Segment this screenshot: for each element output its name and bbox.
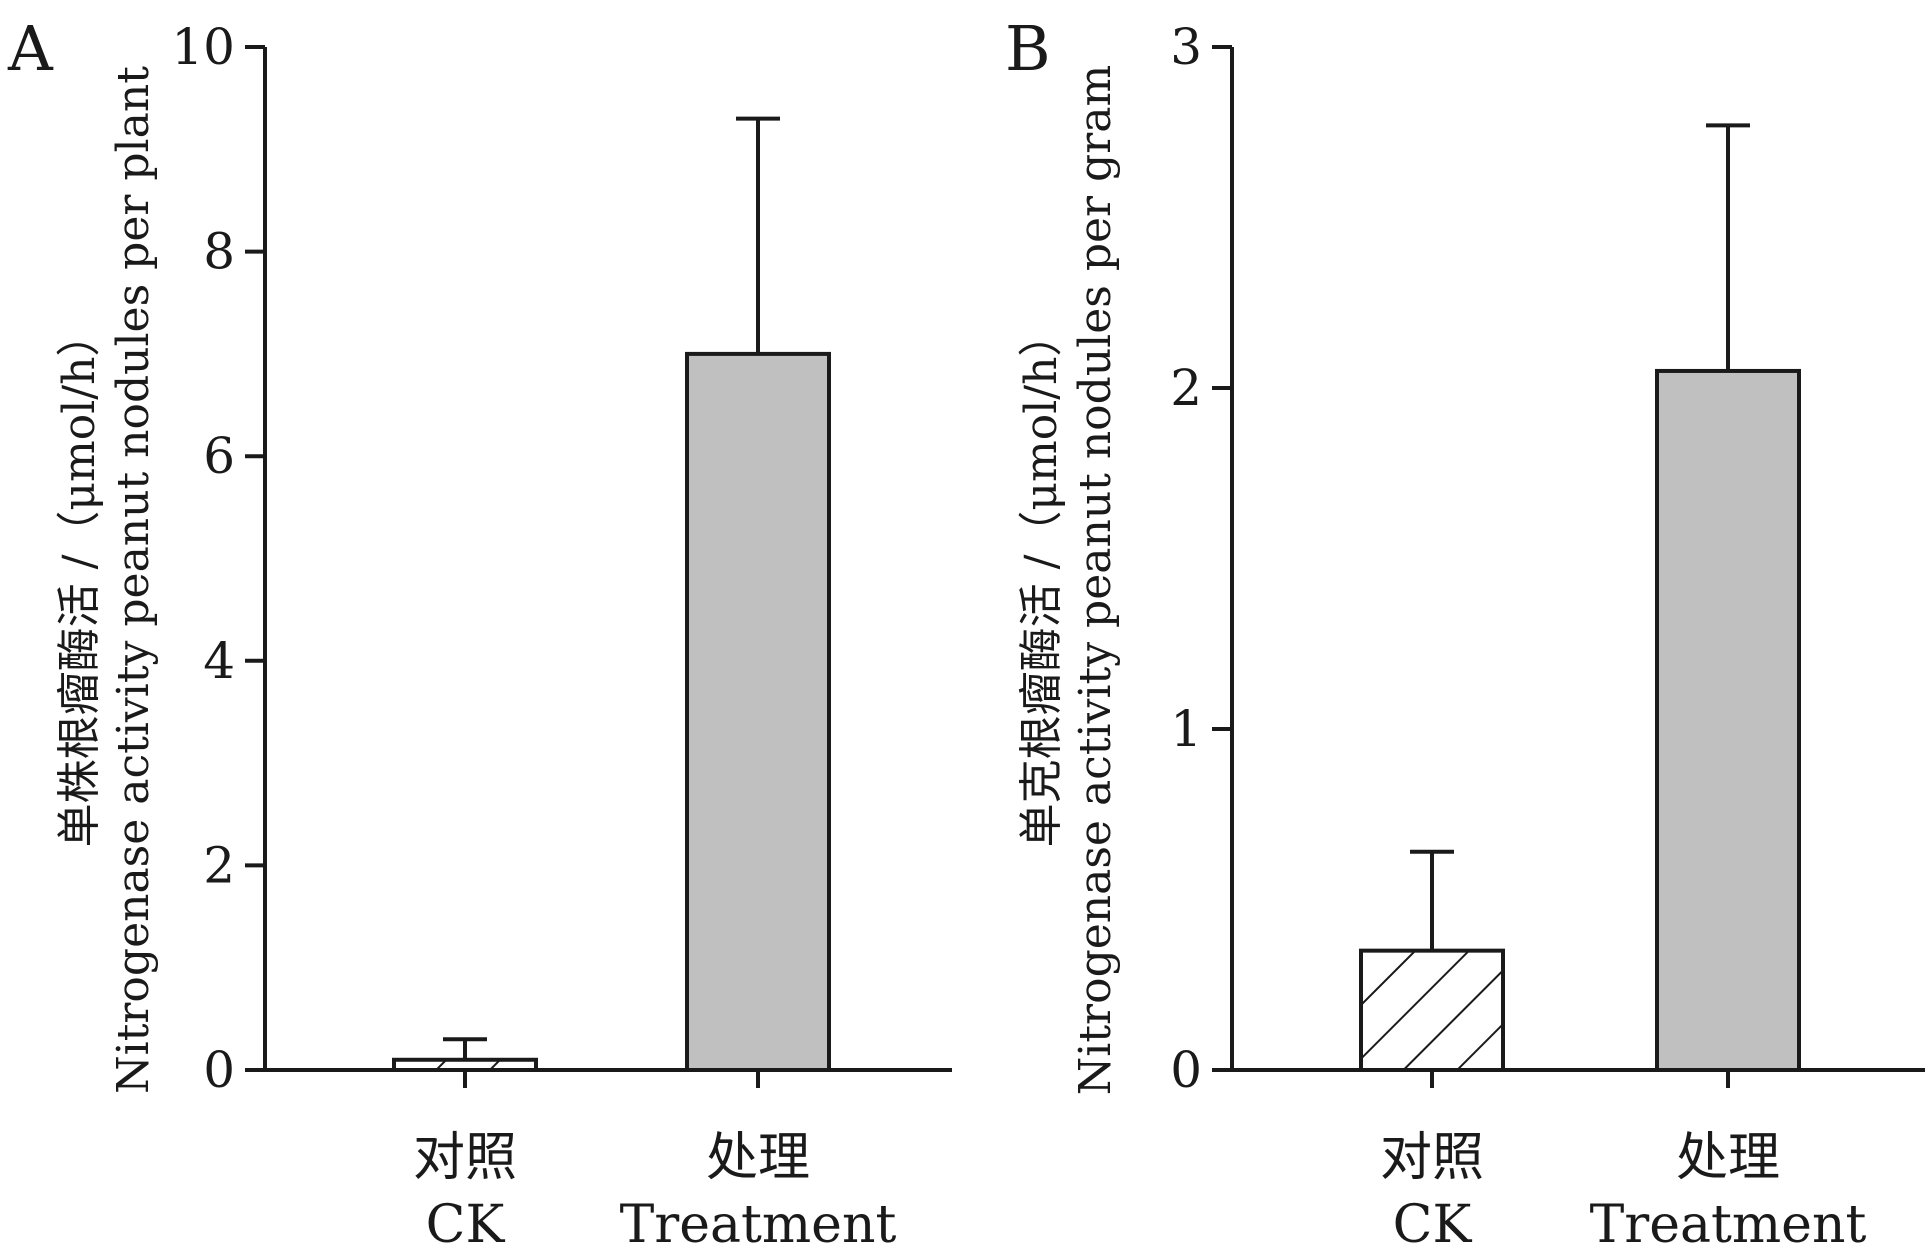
panel-a-plot: 0 2 4 6 8 10 对照 CK 处理 Treatment xyxy=(171,18,952,1252)
panel-a-category-label: 对照 xyxy=(413,1128,517,1188)
panel-a-y-tick-label: 4 xyxy=(203,632,235,690)
panel-a-category-label: 处理 xyxy=(706,1128,810,1188)
panel-b-category-label: 处理 xyxy=(1676,1128,1780,1188)
panel-b-y-tick-label: 1 xyxy=(1170,700,1202,758)
panel-b-category-label: 对照 xyxy=(1380,1128,1484,1188)
panel-a-bar xyxy=(685,351,831,1072)
panel-b-bar xyxy=(1655,368,1801,1072)
panel-a-y-tick-label: 6 xyxy=(203,427,235,485)
panel-a-bar xyxy=(392,1057,538,1073)
panel-b-letter: B xyxy=(1005,12,1051,85)
panel-a-y-tick-label: 2 xyxy=(203,836,235,894)
panel-a-category-label-en: Treatment xyxy=(620,1195,897,1252)
panel-b-category-label-en: Treatment xyxy=(1590,1195,1867,1252)
panel-b-ylabel-line1: 单克根瘤酶活 /（μmol/h） xyxy=(1016,313,1067,848)
panel-b-y-tick-label: 2 xyxy=(1170,359,1202,417)
panel-a-y-tick-label: 10 xyxy=(171,18,235,76)
panel-a-letter: A xyxy=(7,12,54,85)
panel-b-category-label-en: CK xyxy=(1393,1195,1473,1252)
panel-b-y-tick-label: 3 xyxy=(1170,18,1202,76)
panel-a: A 单株根瘤酶活 /（μmol/h） Nitrogenase activity … xyxy=(7,12,952,1252)
panel-b-ylabel-line2: Nitrogenase activity peanut nodules per … xyxy=(1070,65,1121,1095)
panel-a-y-tick-label: 0 xyxy=(203,1041,235,1099)
panel-a-ylabel-line1: 单株根瘤酶活 /（μmol/h） xyxy=(54,313,105,848)
panel-b-y-tick-label: 0 xyxy=(1170,1041,1202,1099)
panel-b-bar xyxy=(1359,948,1505,1073)
panel-b-plot: 0 1 2 3 对照 CK 处理 Treatment xyxy=(1170,18,1925,1252)
panel-a-ylabel-line2: Nitrogenase activity peanut nodules per … xyxy=(108,66,159,1094)
panel-b-ylabel: 单克根瘤酶活 /（μmol/h） Nitrogenase activity pe… xyxy=(1016,65,1121,1095)
panel-b: B 单克根瘤酶活 /（μmol/h） Nitrogenase activity … xyxy=(1005,12,1925,1252)
panel-a-ylabel: 单株根瘤酶活 /（μmol/h） Nitrogenase activity pe… xyxy=(54,66,159,1094)
panel-a-category-label-en: CK xyxy=(426,1195,506,1252)
panel-a-y-tick-label: 8 xyxy=(203,223,235,281)
